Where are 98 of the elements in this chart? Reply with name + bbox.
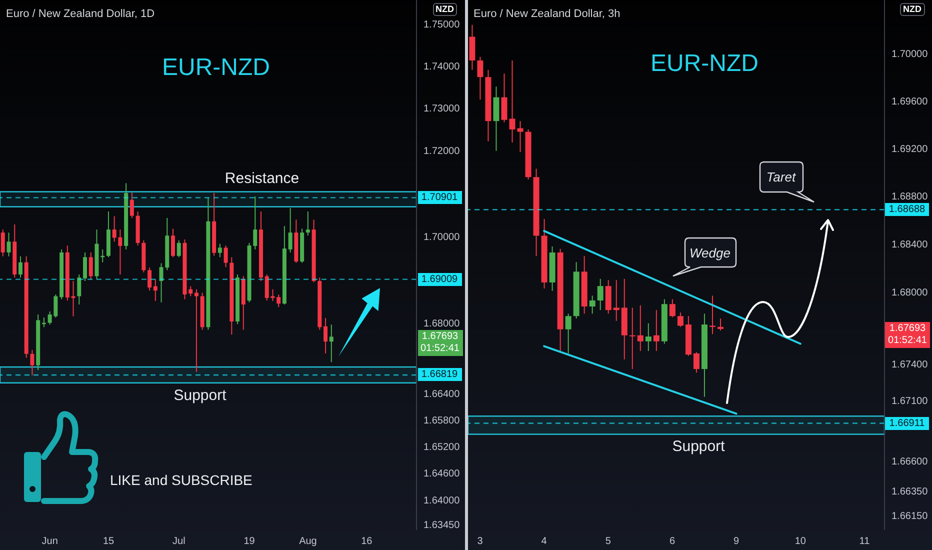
ref-line-label: 1.66911 <box>885 416 929 430</box>
y-tick-label: 1.67100 <box>891 396 928 407</box>
y-axis-title: NZD <box>432 3 457 16</box>
annotation: Wedge <box>690 245 730 260</box>
y-tick-label: 1.67400 <box>891 360 928 371</box>
candlestick <box>71 280 76 317</box>
text: EUR-NZD <box>162 54 270 82</box>
y-tick-label: 1.68400 <box>891 240 928 251</box>
x-tick-label: 6 <box>668 536 675 547</box>
text: Euro / New Zealand Dollar, 1D <box>6 8 155 20</box>
text: Euro / New Zealand Dollar, 3h <box>474 8 620 20</box>
y-tick-label: 1.64600 <box>424 468 460 480</box>
candlestick <box>612 280 619 322</box>
candlestick <box>148 267 152 292</box>
candlestick <box>288 208 292 253</box>
y-tick-label: 1.69200 <box>891 144 928 155</box>
candlestick <box>508 60 515 144</box>
y-tick-label: 1.63450 <box>424 520 460 532</box>
x-tick-label: Jun <box>42 536 58 547</box>
y-tick-label: 1.66400 <box>424 388 460 400</box>
candlestick <box>596 278 603 311</box>
candlestick <box>324 318 328 354</box>
x-tick-label: 9 <box>733 536 740 547</box>
candlestick <box>112 216 116 242</box>
x-tick-label: 16 <box>361 536 373 547</box>
candlestick <box>468 24 475 70</box>
x-tick-label: 19 <box>244 536 256 547</box>
ref-line-label: 1.69009 <box>418 272 462 286</box>
candlestick <box>30 349 34 376</box>
candlestick <box>329 324 334 363</box>
candlestick <box>188 286 193 297</box>
band-label: Resistance <box>224 170 300 187</box>
candlestick <box>636 304 643 352</box>
candlestick <box>717 318 723 332</box>
candlestick <box>476 56 483 100</box>
y-tick-label: 1.75000 <box>424 19 460 30</box>
candlestick <box>652 310 659 352</box>
annotation: LIKE and SUBSCRIBE <box>110 472 252 488</box>
ref-line-label: 1.66819 <box>418 368 462 382</box>
y-tick-label: 1.73000 <box>424 104 460 115</box>
x-tick-label: 5 <box>604 536 611 547</box>
y-tick-label: 1.69600 <box>891 96 928 108</box>
x-tick-label: 10 <box>794 536 806 547</box>
candlestick <box>77 274 82 305</box>
x-tick-label: 4 <box>540 536 547 547</box>
y-tick-label: 1.66350 <box>891 486 928 498</box>
text: 1.67693 01:52:41 <box>418 330 462 355</box>
candlestick <box>516 120 523 153</box>
candlestick <box>500 73 507 123</box>
candlestick <box>194 288 198 372</box>
candlestick <box>88 252 93 280</box>
candlestick <box>492 86 499 152</box>
band-label: Support <box>174 386 226 404</box>
x-tick-label: Aug <box>299 536 317 547</box>
y-tick-label: 1.66600 <box>891 456 928 468</box>
y-tick-label: 1.65800 <box>424 415 460 426</box>
y-tick-label: 1.64000 <box>424 495 460 506</box>
y-tick-label: 1.68000 <box>424 318 460 330</box>
annotation: Taret <box>766 170 796 184</box>
candlestick <box>668 298 675 318</box>
x-tick-label: Jul <box>172 536 186 547</box>
candlestick <box>644 322 651 352</box>
x-tick-label: 3 <box>476 536 483 547</box>
candlestick <box>0 229 5 257</box>
ref-line-label: 1.68688 <box>885 203 929 216</box>
x-tick-label: 11 <box>858 536 870 547</box>
x-tick-label: 15 <box>102 536 115 547</box>
band-label: Support <box>672 438 725 456</box>
candlestick <box>118 229 122 276</box>
candlestick <box>306 210 310 236</box>
candlestick <box>153 278 158 302</box>
y-tick-label: 1.66150 <box>891 510 928 522</box>
candlestick <box>692 352 699 374</box>
candlestick <box>276 294 281 308</box>
y-tick-label: 1.68000 <box>891 288 928 299</box>
candlestick <box>18 256 22 278</box>
y-tick-label: 1.65200 <box>424 442 460 454</box>
candlestick <box>588 295 595 314</box>
ref-line-label: 1.70901 <box>418 191 462 204</box>
y-tick-label: 1.68800 <box>891 192 928 203</box>
y-tick-label: 1.72000 <box>424 146 460 158</box>
candlestick <box>218 243 222 258</box>
text: EUR-NZD <box>650 50 758 78</box>
candlestick <box>176 240 181 258</box>
y-tick-label: 1.74000 <box>424 61 460 72</box>
y-tick-label: 1.70000 <box>424 232 460 243</box>
candlestick <box>564 313 571 354</box>
candlestick <box>628 307 635 370</box>
candlestick <box>83 252 88 282</box>
candlestick <box>708 295 715 335</box>
candlestick <box>676 312 683 328</box>
y-tick-label: 1.70000 <box>891 48 928 60</box>
y-axis-title: NZD <box>900 3 924 16</box>
candlestick <box>224 245 228 268</box>
candlestick <box>171 228 175 258</box>
text: 1.67693 01:52:41 <box>885 322 930 347</box>
candlestick <box>6 232 11 257</box>
candlestick <box>130 192 134 218</box>
